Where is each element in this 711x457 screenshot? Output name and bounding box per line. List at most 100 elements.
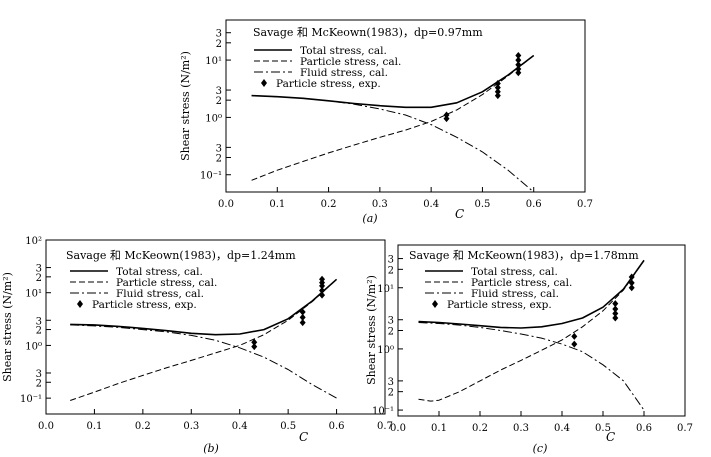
data-point-diamond	[443, 111, 450, 119]
legend-label-fluid: Fluid stress, cal.	[116, 288, 204, 300]
x-tick-label: 0.3	[183, 421, 199, 432]
x-ticks: 0.0 0.1 0.2 0.3 0.4 0.5 0.6 0.7	[38, 409, 393, 432]
y-tick-label: 3	[216, 29, 222, 40]
legend-diamond-marker	[77, 300, 83, 308]
y-tick-label: 10¹	[377, 284, 394, 295]
data-point-diamond	[319, 291, 326, 299]
legend-label-exp: Particle stress, exp.	[92, 299, 197, 311]
legend-diamond-marker	[261, 79, 267, 87]
panel-caption: (b)	[203, 442, 219, 455]
x-tick-label: 0.2	[321, 199, 337, 210]
legend-label-particle: Particle stress, cal.	[471, 277, 572, 289]
series-line-dashdot	[251, 95, 535, 192]
x-ticks: 0.0 0.1 0.2 0.3 0.4 0.5 0.6 0.7	[390, 411, 693, 434]
data-point-diamond	[515, 52, 522, 60]
x-tick-label: 0.0	[38, 421, 54, 432]
x-tick-label: 0.4	[232, 421, 248, 432]
plot-frame	[225, 19, 586, 193]
y-tick-label: 10⁰	[25, 341, 42, 352]
x-tick-label: 0.3	[513, 423, 529, 434]
series-lines	[251, 54, 535, 192]
legend-label-particle: Particle stress, cal.	[300, 56, 401, 68]
data-point-diamond	[515, 69, 522, 77]
y-tick-label: 2	[216, 153, 222, 164]
x-tick-label: 0.0	[390, 423, 406, 434]
y-tick-label: 10⁰	[377, 345, 394, 356]
x-tick-label: 0.4	[423, 199, 439, 210]
y-tick-label: 3	[36, 316, 42, 327]
data-markers	[443, 52, 522, 123]
x-tick-label: 0.1	[269, 199, 285, 210]
x-axis-label: C	[299, 430, 308, 444]
chart-title: Savage 和 McKeown(1983)，dp=1.78mm	[409, 249, 639, 262]
x-tick-label: 0.7	[577, 199, 593, 210]
x-tick-label: 0.3	[372, 199, 388, 210]
x-tick-label: 0.4	[554, 423, 570, 434]
x-tick-label: 0.7	[677, 423, 693, 434]
y-tick-label: 10¹	[205, 56, 222, 67]
data-markers	[571, 273, 635, 348]
legend-label-fluid: Fluid stress, cal.	[471, 288, 559, 300]
x-tick-label: 0.6	[329, 421, 345, 432]
y-tick-label: 10⁰	[205, 113, 222, 124]
panel-caption: (c)	[533, 442, 548, 455]
x-tick-label: 0.5	[474, 199, 490, 210]
y-axis-label: Shear stress (N/m²)	[365, 275, 378, 385]
series-line-solid	[418, 259, 645, 329]
y-tick-label: 2	[388, 388, 394, 399]
data-point-diamond	[443, 115, 450, 123]
x-axis-label: C	[455, 207, 464, 221]
y-tick-label: 3	[388, 255, 394, 266]
series-lines	[70, 278, 338, 401]
chart-title: Savage 和 McKeown(1983)，dp=0.97mm	[253, 26, 483, 39]
y-tick-label: 2	[36, 378, 42, 389]
x-tick-label: 0.7	[377, 421, 393, 432]
legend-label-exp: Particle stress, exp.	[447, 299, 552, 311]
y-tick-label: 2	[216, 96, 222, 107]
series-line-dashdot	[70, 324, 337, 399]
legend-label-particle: Particle stress, cal.	[116, 277, 217, 289]
x-tick-label: 0.6	[636, 423, 652, 434]
y-tick-label: 2	[388, 265, 394, 276]
data-point-diamond	[515, 65, 522, 73]
x-tick-label: 0.1	[431, 423, 447, 434]
x-tick-label: 0.2	[472, 423, 488, 434]
y-axis-label: Shear stress (N/m²)	[179, 51, 192, 161]
series-line-dashdot	[418, 322, 645, 411]
data-point-diamond	[515, 61, 522, 69]
data-point-diamond	[628, 279, 635, 287]
y-tick-label: 2	[388, 327, 394, 338]
legend-diamond-marker	[432, 300, 438, 308]
data-point-diamond	[515, 56, 522, 64]
x-tick-label: 0.5	[595, 423, 611, 434]
x-tick-label: 0.5	[280, 421, 296, 432]
data-point-diamond	[571, 340, 578, 348]
y-tick-label: 2	[36, 273, 42, 284]
data-point-diamond	[494, 88, 501, 96]
y-tick-label: 10⁻¹	[372, 406, 394, 417]
x-ticks: 0.0 0.1 0.2 0.3 0.4 0.5 0.6 0.7	[218, 187, 593, 210]
series-line-dashed	[251, 55, 535, 181]
y-tick-label: 10¹	[25, 289, 42, 300]
x-tick-label: 0.1	[86, 421, 102, 432]
x-tick-label: 0.2	[135, 421, 151, 432]
data-point-diamond	[494, 84, 501, 92]
legend: Total stress, cal. Particle stress, cal.…	[254, 45, 401, 90]
legend-label-exp: Particle stress, exp.	[276, 78, 381, 90]
y-tick-label: 10⁻¹	[20, 394, 42, 405]
data-point-diamond	[612, 309, 619, 317]
legend-label-total: Total stress, cal.	[116, 266, 203, 278]
data-point-diamond	[571, 332, 578, 340]
plot-frame	[45, 239, 386, 415]
data-point-diamond	[251, 343, 258, 351]
data-point-diamond	[251, 338, 258, 346]
legend-label-total: Total stress, cal.	[300, 45, 387, 57]
data-point-diamond	[628, 273, 635, 281]
series-line-dashed	[418, 260, 645, 402]
x-axis-label: C	[606, 430, 615, 444]
